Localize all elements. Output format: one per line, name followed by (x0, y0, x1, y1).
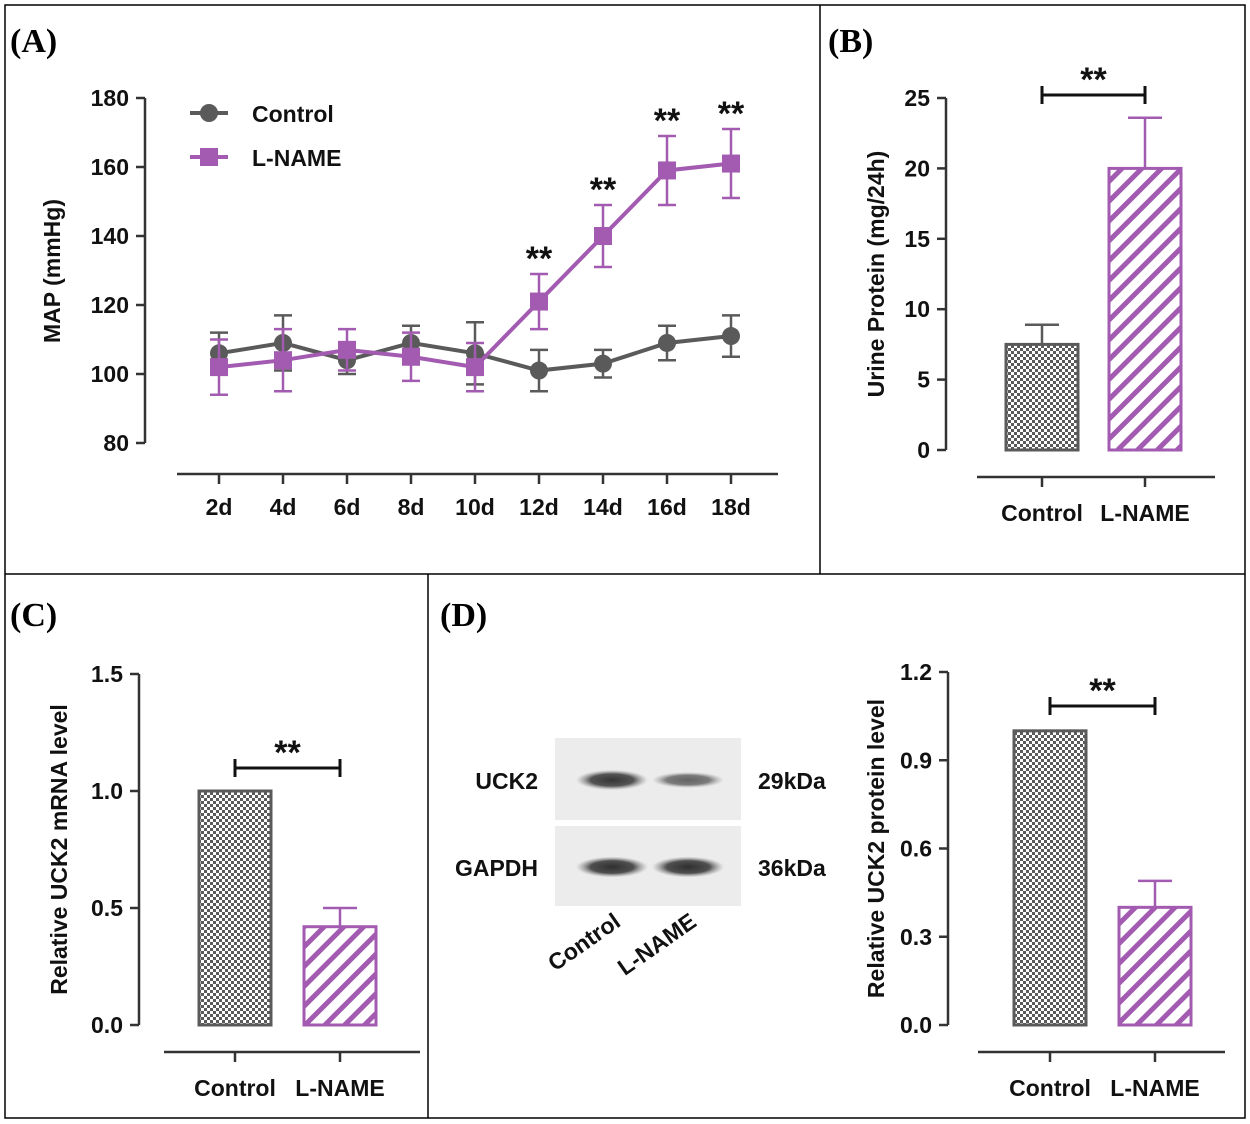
y-tick-label: 0.0 (900, 1012, 932, 1038)
x-tick-label-a: 8d (398, 494, 425, 520)
y-tick-label: 0.9 (900, 747, 932, 773)
bar-lname (302, 925, 378, 1027)
legend-marker-lname (200, 148, 218, 166)
panel-label-b: (B) (828, 23, 873, 60)
blot-band (576, 769, 648, 791)
significance-mark: ** (1080, 61, 1107, 99)
bar-control (1012, 729, 1088, 1027)
blot-lane-label: L-NAME (613, 908, 701, 981)
y-tick-label: 0.5 (91, 895, 123, 921)
y-tick-label: 10 (904, 296, 930, 322)
legend-label: L-NAME (252, 145, 341, 171)
y-axis-title-a: MAP (mmHg) (39, 199, 65, 343)
significance-mark-a: ** (654, 102, 681, 140)
chart-c-mrna: 0.0 0.5 1.0 1.5 Control L-NAME ** Relative UCK2… (46, 661, 420, 1101)
significance-mark: ** (274, 734, 301, 772)
y-tick-label: 15 (904, 226, 930, 252)
x-tick-label-a: 12d (519, 494, 559, 520)
y-tick-label: 1.5 (91, 661, 123, 687)
blot-row-label: GAPDH (455, 855, 538, 881)
x-tick-label-a: 18d (711, 494, 751, 520)
data-point-lname (274, 351, 292, 370)
significance-mark: ** (1089, 672, 1116, 710)
x-tick-label-a: 10d (455, 494, 495, 520)
data-point-lname (402, 347, 420, 366)
blot-band (576, 856, 648, 878)
bar-lname (1107, 166, 1183, 452)
significance-mark-a: ** (718, 95, 745, 133)
data-point-lname (466, 358, 484, 377)
data-point-lname (338, 340, 356, 359)
y-tick-label: 5 (917, 367, 930, 393)
data-point-control (530, 361, 548, 380)
x-tick-label-a: 6d (334, 494, 361, 520)
x-tick-label-a: 2d (206, 494, 233, 520)
data-point-lname (530, 292, 548, 311)
y-tick-label: 0.6 (900, 836, 932, 862)
legend-label: Control (252, 101, 334, 127)
x-tick-label: L-NAME (1100, 500, 1189, 526)
y-tick-label: 1.2 (900, 659, 932, 685)
chart-b-urine-protein: 0 5 10 15 20 25 Control L-NAME ** Urine Protein (… (863, 61, 1215, 526)
y-axis-title: Relative UCK2 protein level (863, 699, 889, 998)
x-tick-label-a: 4d (270, 494, 297, 520)
panel-label-d: (D) (440, 597, 487, 634)
y-tick-label: 20 (904, 155, 930, 181)
y-tick-label: 1.0 (91, 778, 123, 804)
y-tick-label-a: 80 (103, 430, 129, 456)
panel-borders (4, 4, 1246, 1119)
data-point-lname (594, 227, 612, 245)
x-tick-label: L-NAME (1110, 1075, 1199, 1101)
data-point-lname (658, 161, 676, 180)
y-tick-label-a: 120 (91, 292, 129, 318)
chart-d-protein: 0.0 0.3 0.6 0.9 1.2 Control L-NAME ** Relative U… (863, 659, 1225, 1101)
data-point-control (594, 354, 612, 373)
x-tick-label: Control (1009, 1075, 1091, 1101)
bar-control (197, 789, 273, 1027)
panel-label-c: (C) (10, 597, 57, 634)
bar-control (1004, 342, 1080, 452)
x-tick-label: L-NAME (295, 1075, 384, 1101)
significance-mark-a: ** (590, 171, 617, 209)
y-tick-label: 0 (917, 437, 930, 463)
significance-mark-a: ** (526, 240, 553, 278)
y-axis-title: Relative UCK2 mRNA level (46, 704, 72, 995)
blot-kda-label: 29kDa (758, 768, 826, 794)
data-point-control (722, 327, 740, 346)
x-tick-label-a: 14d (583, 494, 623, 520)
blot-band (652, 772, 724, 788)
bar-lname (1117, 905, 1193, 1027)
x-tick-label: Control (194, 1075, 276, 1101)
y-axis-title: Urine Protein (mg/24h) (863, 151, 889, 398)
x-tick-label-a: 16d (647, 494, 687, 520)
blot-kda-label: 36kDa (758, 855, 826, 881)
x-tick-label: Control (1001, 500, 1083, 526)
y-tick-label-a: 180 (91, 85, 129, 111)
y-tick-label-a: 100 (91, 361, 129, 387)
y-tick-label-a: 160 (91, 154, 129, 180)
panel-label-a: (A) (10, 23, 57, 60)
blot-lane-label: Control (543, 908, 625, 976)
y-tick-label: 0.0 (91, 1012, 123, 1038)
y-tick-label: 0.3 (900, 924, 932, 950)
y-tick-label-a: 140 (91, 223, 129, 249)
blot-band (652, 856, 724, 878)
y-tick-label: 25 (904, 85, 930, 111)
blot-row-label: UCK2 (475, 768, 538, 794)
data-point-lname (722, 154, 740, 173)
data-point-lname (210, 358, 228, 377)
data-point-control (658, 333, 676, 352)
legend-marker-control (200, 104, 218, 122)
chart-a-map-line: 80 100 120 140 160 180 2d 4d 6d 8d 10d 12d 14d 16d 18d… (39, 85, 778, 520)
